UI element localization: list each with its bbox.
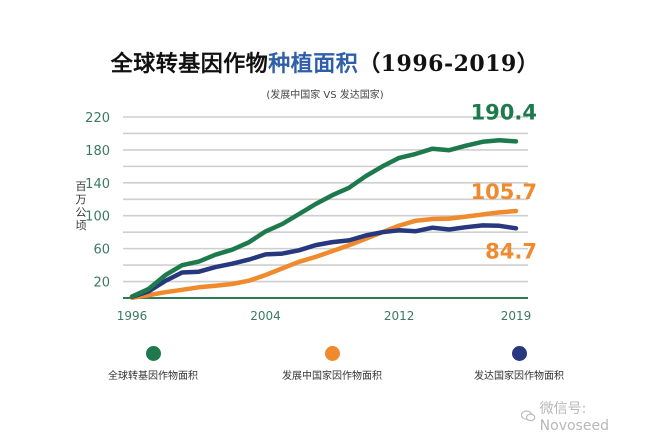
series-lines (129, 138, 519, 301)
chart-title: 全球转基因作物种植面积（1996-2019） (0, 46, 650, 78)
series-line-1 (129, 208, 519, 301)
end-value-label: 105.7 (471, 180, 537, 204)
legend-dot-icon (324, 346, 340, 361)
y-tick-label: 220 (85, 111, 110, 126)
y-tick-label: 20 (93, 276, 110, 291)
legend-label: 发达国家因作物面积 (474, 371, 564, 382)
legend-item-developing: 发展中国家因作物面积 (267, 346, 397, 382)
title-part-1: 全球转基因作物 (110, 51, 269, 77)
gridlines (123, 116, 528, 299)
y-tick-label: 140 (85, 177, 110, 192)
y-tick-label: 60 (93, 243, 110, 258)
end-value-label: 190.4 (471, 100, 537, 124)
series-line-2 (129, 223, 519, 300)
legend-item-developed: 发达国家因作物面积 (454, 346, 584, 382)
watermark-text: 微信号: Novoseed (539, 401, 609, 434)
wechat-icon (521, 410, 536, 422)
title-part-2: 种植面积 (268, 51, 359, 77)
y-tick-labels: 20 60 100 140 180 220 (85, 111, 110, 291)
x-tick-label: 2004 (250, 309, 281, 323)
y-axis-label: 百万公顷 (75, 180, 87, 232)
legend-item-global: 全球转基因作物面积 (88, 346, 218, 382)
x-tick-labels: 1996 2004 2012 2019 (117, 309, 532, 323)
x-tick-label: 2019 (501, 309, 532, 323)
legend-dot-icon (145, 346, 161, 361)
series-line-0 (129, 138, 519, 299)
x-tick-label: 2012 (384, 309, 415, 323)
legend-dot-icon (511, 346, 527, 361)
legend-label: 全球转基因作物面积 (108, 371, 198, 382)
title-part-3: （1996-2019） (358, 51, 540, 77)
end-value-label: 84.7 (485, 239, 537, 263)
x-tick-label: 1996 (117, 309, 148, 323)
y-tick-label: 180 (85, 144, 110, 159)
chart-subtitle: (发展中国家 VS 发达国家) (266, 90, 384, 101)
legend-label: 发展中国家因作物面积 (282, 371, 382, 382)
end-labels: 190.4 105.7 84.7 (471, 100, 537, 263)
watermark: 微信号: Novoseed (521, 398, 650, 434)
y-tick-label: 100 (85, 210, 110, 225)
